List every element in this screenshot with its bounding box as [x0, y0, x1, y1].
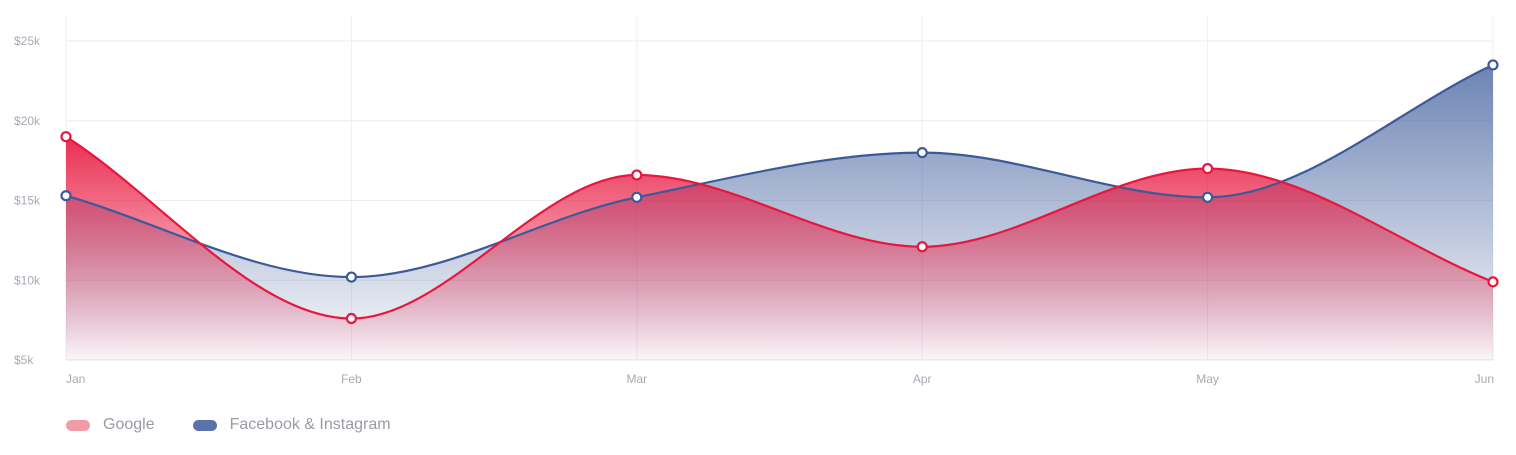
y-tick-label: $5k	[14, 353, 34, 367]
data-point-facebook-instagram[interactable]	[60, 190, 72, 202]
series-line-google	[65, 135, 1494, 320]
data-point-google[interactable]	[345, 312, 357, 325]
legend-item-google[interactable]: Google	[66, 416, 155, 434]
data-point-facebook-instagram[interactable]	[916, 147, 928, 159]
legend-item-facebook-instagram[interactable]: Facebook & Instagram	[192, 416, 391, 434]
y-tick-label: $25k	[14, 34, 41, 48]
legend-swatch-facebook-instagram	[192, 419, 217, 431]
series-line-facebook-instagram	[65, 63, 1494, 279]
x-tick-label: Jan	[66, 372, 85, 386]
area-fill-google	[66, 136, 1493, 360]
y-tick-label: $10k	[14, 273, 41, 287]
x-tick-label: Apr	[913, 372, 932, 386]
x-tick-label: May	[1196, 372, 1219, 386]
data-point-google[interactable]	[631, 169, 643, 181]
x-tick-label: Jun	[1475, 372, 1494, 386]
data-point-google[interactable]	[916, 241, 928, 253]
legend-label-google: Google	[103, 416, 155, 433]
legend-swatch-google	[66, 419, 90, 431]
y-tick-label: $15k	[14, 194, 41, 208]
x-tick-label: Mar	[626, 372, 647, 386]
data-point-google[interactable]	[1201, 163, 1214, 175]
data-point-google[interactable]	[60, 131, 72, 143]
data-point-facebook-instagram[interactable]	[345, 271, 357, 283]
data-point-facebook-instagram[interactable]	[631, 191, 643, 203]
x-tick-label: Feb	[341, 372, 362, 386]
data-points	[60, 59, 1499, 325]
data-point-facebook-instagram[interactable]	[1201, 191, 1214, 203]
data-point-google[interactable]	[1487, 276, 1499, 288]
series-lines	[65, 63, 1494, 320]
series-areas	[66, 64, 1493, 361]
data-point-facebook-instagram[interactable]	[1487, 59, 1499, 71]
chart-legend: Google Facebook & Instagram	[66, 416, 391, 434]
tick-labels: $5k $10k $15k $20k $25k Jan Feb Mar Apr May Jun	[14, 34, 1494, 386]
y-tick-label: $20k	[14, 114, 41, 128]
legend-label-facebook-instagram: Facebook & Instagram	[229, 416, 391, 433]
